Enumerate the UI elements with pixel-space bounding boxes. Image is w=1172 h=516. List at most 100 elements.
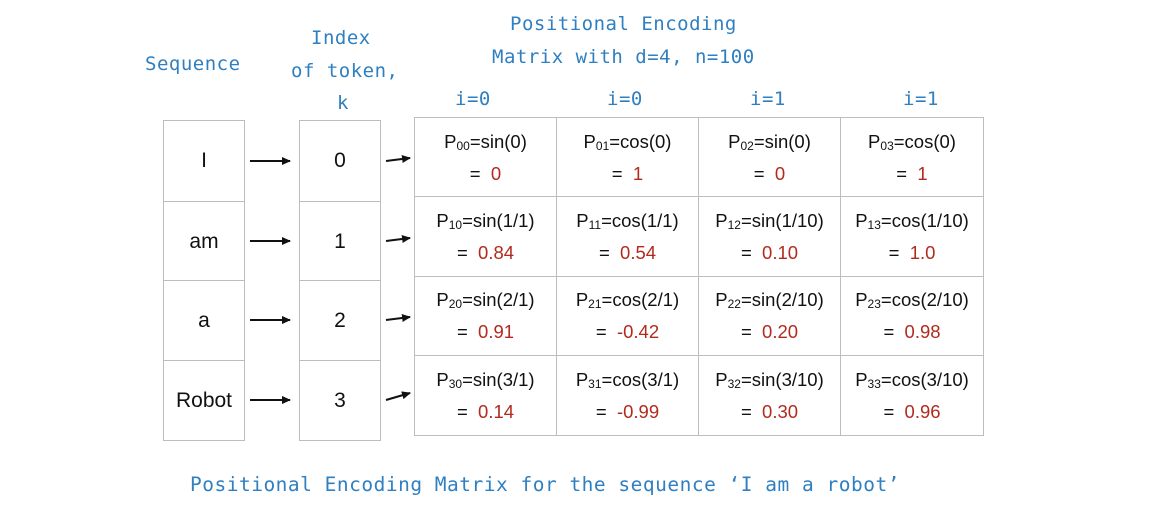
- cell-symbol: P: [436, 209, 449, 231]
- cell-expression: =sin(0): [469, 130, 527, 152]
- cell-formula: P10=sin(1/1): [436, 207, 534, 239]
- cell-symbol: P: [436, 368, 449, 390]
- cell-expression: =cos(1/10): [880, 209, 969, 231]
- arrow-icon: [385, 235, 411, 243]
- cell-result: = 0.96: [883, 398, 940, 425]
- matrix-cell: P20=sin(2/1) = 0.91: [415, 276, 557, 356]
- cell-symbol: P: [715, 209, 728, 231]
- matrix-cell: P00=sin(0) = 0: [415, 118, 557, 198]
- cell-value: -0.99: [616, 400, 660, 422]
- cell-result: = 1: [612, 160, 643, 187]
- cell-symbol: P: [575, 368, 589, 390]
- cell-value: 0.96: [904, 400, 941, 422]
- sequence-token: am: [164, 201, 244, 281]
- cell-subscript: 30: [448, 376, 463, 391]
- cell-result: = 0.54: [599, 239, 656, 266]
- cell-result: = -0.99: [596, 398, 659, 425]
- cell-formula: P22=sin(2/10): [715, 286, 823, 318]
- cell-result: = -0.42: [596, 318, 659, 345]
- equals-sign: =: [740, 400, 763, 422]
- sequence-token: a: [164, 280, 244, 361]
- cell-expression: =cos(0): [893, 130, 956, 152]
- cell-expression: =cos(3/10): [880, 368, 969, 390]
- cell-subscript: 13: [867, 217, 881, 232]
- cell-subscript: 31: [588, 376, 602, 391]
- cell-value: 1: [917, 162, 928, 184]
- matrix-cell: P11=cos(1/1) = 0.54: [557, 197, 699, 277]
- cell-formula: P12=sin(1/10): [715, 207, 823, 239]
- token-index: 1: [300, 201, 380, 281]
- arrow-icon: [385, 314, 411, 322]
- cell-symbol: P: [855, 209, 868, 231]
- cell-symbol: P: [576, 209, 589, 231]
- cell-subscript: 02: [740, 138, 754, 153]
- cell-formula: P11=cos(1/1): [576, 207, 678, 239]
- cell-formula: P33=cos(3/10): [855, 366, 969, 398]
- cell-value: 1: [632, 162, 644, 184]
- matrix-cell: P12=sin(1/10) = 0.10: [699, 197, 841, 277]
- matrix-cell: P23=cos(2/10) = 0.98: [841, 277, 983, 356]
- matrix-title-line1: Positional Encoding: [510, 13, 737, 35]
- cell-value: 0.14: [478, 400, 515, 422]
- cell-subscript: 32: [727, 376, 741, 391]
- matrix-cell: P33=cos(3/10) = 0.96: [841, 356, 983, 435]
- sequence-token: I: [201, 149, 207, 172]
- cell-value: 1.0: [909, 241, 936, 263]
- cell-value: 0.10: [762, 241, 799, 263]
- cell-expression: =sin(1/10): [740, 209, 824, 231]
- cell-subscript: 23: [867, 297, 881, 312]
- cell-formula: P31=cos(3/1): [576, 366, 679, 398]
- cell-expression: =sin(3/10): [740, 368, 824, 390]
- matrix-cell: P03=cos(0) = 1: [841, 118, 983, 198]
- cell-expression: =sin(3/1): [462, 368, 535, 390]
- sequence-column: I am a Robot: [163, 120, 245, 441]
- cell-result: = 0.98: [883, 318, 940, 345]
- matrix-cell: P30=sin(3/1) = 0.14: [415, 355, 557, 435]
- cell-subscript: 00: [456, 138, 470, 153]
- cell-subscript: 33: [867, 376, 881, 391]
- index-heading-line2: of token,: [291, 60, 399, 82]
- cell-value: 0.84: [478, 241, 515, 263]
- cell-subscript: 22: [727, 297, 741, 312]
- index-heading-line3: k: [337, 92, 349, 114]
- cell-subscript: 12: [727, 217, 741, 232]
- cell-formula: P02=sin(0): [728, 128, 811, 160]
- token-index: 0: [334, 149, 346, 172]
- equals-sign: =: [740, 321, 763, 343]
- cell-value: 0: [774, 162, 786, 184]
- equals-sign: =: [469, 162, 491, 184]
- cell-symbol: P: [728, 130, 741, 152]
- cell-formula: P32=sin(3/10): [715, 366, 823, 398]
- equals-sign: =: [888, 241, 910, 263]
- matrix-cell: P10=sin(1/1) = 0.84: [415, 197, 557, 277]
- cell-result: = 0.30: [741, 398, 798, 425]
- cell-value: 0.20: [762, 321, 799, 343]
- cell-expression: =sin(2/1): [462, 289, 535, 311]
- cell-result: = 0.20: [741, 318, 798, 345]
- cell-subscript: 20: [448, 297, 463, 312]
- cell-symbol: P: [715, 289, 728, 311]
- matrix-title-line2: Matrix with d=4, n=100: [492, 46, 755, 68]
- cell-result: = 0.14: [457, 398, 514, 425]
- equals-sign: =: [896, 162, 918, 184]
- cell-formula: P20=sin(2/1): [436, 286, 534, 318]
- cell-result: = 0: [754, 160, 785, 187]
- equals-sign: =: [740, 241, 763, 263]
- cell-formula: P00=sin(0): [444, 128, 527, 160]
- cell-expression: =sin(1/1): [462, 209, 535, 231]
- cell-formula: P21=cos(2/1): [576, 286, 679, 318]
- matrix-cell: P13=cos(1/10) = 1.0: [841, 197, 983, 277]
- equals-sign: =: [595, 321, 617, 343]
- equals-sign: =: [883, 400, 905, 422]
- cell-expression: =cos(2/10): [880, 289, 969, 311]
- equals-sign: =: [753, 162, 775, 184]
- cell-expression: =cos(1/1): [601, 209, 679, 231]
- cell-symbol: P: [575, 289, 589, 311]
- token-index: 3: [300, 360, 380, 441]
- cell-subscript: 03: [880, 138, 894, 153]
- matrix-cell: P21=cos(2/1) = -0.42: [557, 276, 699, 356]
- cell-subscript: 10: [448, 217, 463, 232]
- cell-symbol: P: [715, 368, 728, 390]
- matrix-cell: P31=cos(3/1) = -0.99: [557, 355, 699, 435]
